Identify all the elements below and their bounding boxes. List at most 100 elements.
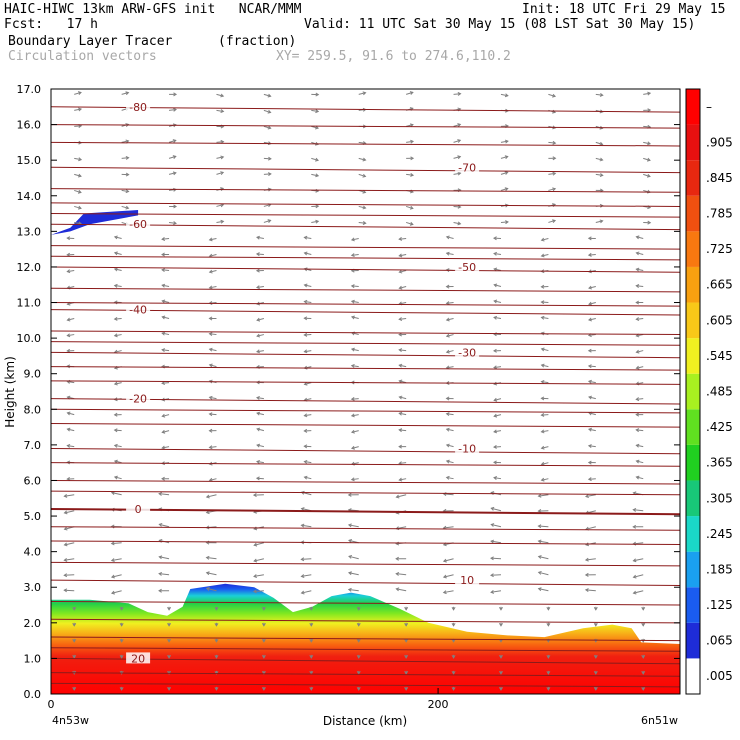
vector-arrow [66,427,75,432]
vector-arrow [537,587,549,592]
vector-arrow [256,411,265,416]
vector-arrow [169,204,178,209]
vector-arrow [641,622,646,627]
vector-arrow [168,107,177,112]
vector-arrow [309,654,314,659]
vector-arrow [113,251,122,256]
colorbar-label: .245 [706,527,733,541]
xy-range: XY= 259.5, 91.6 to 274.6,110.2 [276,49,511,64]
colorbar-label: .785 [706,207,733,221]
vector-arrow [635,475,644,480]
y-tick-label: 1.0 [24,652,42,665]
colorbar-swatch [686,480,700,517]
vector-arrow [643,173,651,178]
vector-arrow [158,588,170,593]
vector-arrow [216,171,225,175]
vector-arrow [493,315,502,320]
vector-arrow [113,235,122,240]
vector-arrow [540,347,549,352]
vector-arrow [161,268,170,273]
vector-arrow [113,333,122,338]
vector-arrow [214,606,219,611]
vector-arrow [168,171,177,176]
vector-arrow [311,157,319,162]
field-name: Boundary Layer Tracer [8,34,173,49]
vector-arrow [493,444,502,449]
vector-arrow [158,491,170,496]
isotherm-line [51,213,680,218]
vector-arrow [350,253,359,258]
vector-arrow [252,589,264,594]
vector-arrow [350,477,359,482]
isotherm-label: -80 [129,101,147,114]
vector-arrow [595,173,604,178]
vector-arrow [641,670,646,675]
isotherm-label: 0 [135,503,142,516]
vector-arrow [587,236,596,241]
vector-arrow [499,670,503,675]
vector-arrow [169,92,178,97]
vector-arrow [168,139,177,143]
vector-arrow [445,349,454,354]
vector-arrow [493,365,502,370]
vector-arrow [546,654,551,659]
vectors-label: Circulation vectors [8,49,157,64]
colorbar-swatch [686,587,700,623]
vector-arrow [445,459,454,464]
colorbar-swatch [686,658,700,694]
colorbar-swatch [686,160,700,196]
vector-arrow [161,429,170,434]
vector-arrow [584,572,596,577]
vector-arrow [445,333,454,338]
vector-arrow [406,156,415,161]
vector-arrow [66,348,75,353]
vector-arrow [405,221,414,226]
vector-arrow [540,315,549,320]
vector-arrow [406,91,414,95]
vector-arrow [632,590,644,595]
init-time: Init: 18 UTC Fri 29 May 15 [522,2,726,17]
vector-arrow [300,523,312,528]
vector-arrow [311,173,320,178]
vector-arrow [395,587,407,592]
isotherm-line [51,462,680,467]
colorbar-swatch [686,89,700,125]
vector-arrow [253,542,265,547]
vector-arrow [214,686,219,691]
vector-arrow [208,347,217,352]
vector-arrow [66,476,75,481]
vector-arrow [398,363,407,368]
vector-arrow [500,220,509,225]
vector-arrow [643,220,652,225]
vector-arrow [167,686,172,691]
colorbar-label: .125 [706,598,733,612]
isotherm-line [51,188,680,193]
vector-arrow [303,349,312,354]
vector-arrow [161,331,170,336]
vector-arrow [356,622,361,627]
vector-arrow [261,654,266,659]
colorbar: .005 .065 .125 .185 .245 .305 .365 .425 .485 .545… [685,88,733,695]
vector-arrow [537,570,549,576]
vector-arrow [499,606,503,611]
circulation-vectors [63,91,652,691]
vector-arrow [121,139,130,144]
vector-arrow [350,347,359,352]
vector-arrow [74,157,83,162]
vector-arrow [309,638,314,643]
vector-arrow [205,555,217,560]
vector-arrow [635,349,644,354]
colorbar-label: .485 [706,385,733,399]
isotherm-label: 10 [460,574,474,587]
vector-arrow [205,586,217,592]
vector-arrow [113,283,122,288]
vector-arrow [540,253,549,258]
vector-arrow [309,622,314,627]
vector-arrow [490,589,502,594]
vector-arrow [587,252,596,257]
vector-arrow [490,523,502,528]
vector-arrow [300,590,312,595]
y-tick-label: 13.0 [17,225,42,238]
isotherm-line [51,490,680,496]
vector-arrow [635,397,644,402]
